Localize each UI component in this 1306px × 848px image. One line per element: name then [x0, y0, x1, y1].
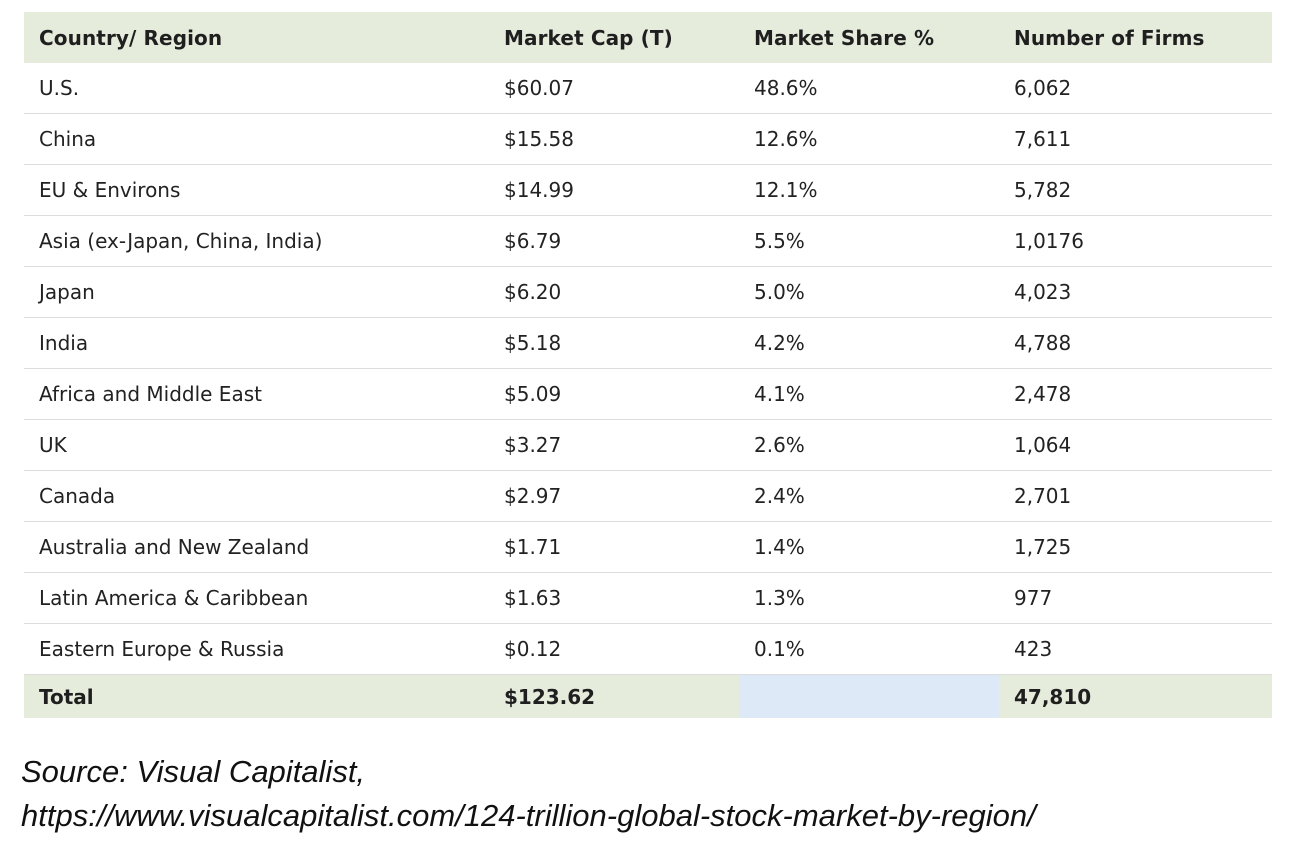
cell-market-share: 4.1%	[739, 368, 999, 420]
cell-market-share: 2.6%	[739, 419, 999, 471]
cell-market-cap: $3.27	[489, 419, 739, 471]
cell-market-cap: $1.63	[489, 572, 739, 624]
table-row: Africa and Middle East $5.09 4.1% 2,478	[24, 368, 1272, 420]
cell-firms: 2,701	[999, 470, 1272, 522]
market-cap-table: Country/ Region Market Cap (T) Market Sh…	[24, 12, 1272, 718]
cell-country: U.S.	[24, 63, 489, 114]
table-total-row: Total $123.62 47,810	[24, 674, 1272, 718]
table-row: China $15.58 12.6% 7,611	[24, 113, 1272, 165]
cell-country: UK	[24, 419, 489, 471]
column-header-market-share: Market Share %	[739, 12, 999, 63]
cell-firms: 6,062	[999, 63, 1272, 114]
cell-market-share: 4.2%	[739, 317, 999, 369]
source-line: Source: Visual Capitalist,	[21, 754, 366, 789]
cell-market-cap: $1.71	[489, 521, 739, 573]
table-row: EU & Environs $14.99 12.1% 5,782	[24, 164, 1272, 216]
cell-country: Africa and Middle East	[24, 368, 489, 420]
cell-market-cap: $5.09	[489, 368, 739, 420]
cell-firms: 5,782	[999, 164, 1272, 216]
cell-country: Australia and New Zealand	[24, 521, 489, 573]
cell-firms: 1,064	[999, 419, 1272, 471]
cell-market-share: 5.5%	[739, 215, 999, 267]
cell-country: Canada	[24, 470, 489, 522]
cell-firms: 4,788	[999, 317, 1272, 369]
total-label: Total	[24, 674, 489, 718]
column-header-market-cap: Market Cap (T)	[489, 12, 739, 63]
cell-country: Eastern Europe & Russia	[24, 623, 489, 675]
table-row: UK $3.27 2.6% 1,064	[24, 419, 1272, 471]
table-row: Japan $6.20 5.0% 4,023	[24, 266, 1272, 318]
source-url: https://www.visualcapitalist.com/124-tri…	[21, 798, 1036, 833]
table-row: India $5.18 4.2% 4,788	[24, 317, 1272, 369]
cell-market-cap: $14.99	[489, 164, 739, 216]
cell-firms: 7,611	[999, 113, 1272, 165]
cell-country: Asia (ex-Japan, China, India)	[24, 215, 489, 267]
cell-market-share: 12.6%	[739, 113, 999, 165]
cell-firms: 423	[999, 623, 1272, 675]
cell-market-cap: $60.07	[489, 63, 739, 114]
column-header-firms: Number of Firms	[999, 12, 1272, 63]
cell-country: Japan	[24, 266, 489, 318]
cell-market-share: 1.4%	[739, 521, 999, 573]
cell-market-share: 2.4%	[739, 470, 999, 522]
table-row: Australia and New Zealand $1.71 1.4% 1,7…	[24, 521, 1272, 573]
cell-country: India	[24, 317, 489, 369]
cell-market-cap: $6.79	[489, 215, 739, 267]
cell-firms: 2,478	[999, 368, 1272, 420]
cell-market-share: 5.0%	[739, 266, 999, 318]
column-header-country: Country/ Region	[24, 12, 489, 63]
cell-firms: 4,023	[999, 266, 1272, 318]
cell-firms: 977	[999, 572, 1272, 624]
cell-market-cap: $5.18	[489, 317, 739, 369]
table-row: Asia (ex-Japan, China, India) $6.79 5.5%…	[24, 215, 1272, 267]
table-row: Canada $2.97 2.4% 2,701	[24, 470, 1272, 522]
cell-market-cap: $2.97	[489, 470, 739, 522]
total-market-cap: $123.62	[489, 674, 739, 718]
cell-market-share: 48.6%	[739, 63, 999, 114]
source-citation: Source: Visual Capitalist, https://www.v…	[21, 750, 1036, 838]
total-firms: 47,810	[999, 674, 1272, 718]
cell-market-cap: $15.58	[489, 113, 739, 165]
cell-market-cap: $0.12	[489, 623, 739, 675]
total-market-share	[739, 674, 999, 718]
table-body: U.S. $60.07 48.6% 6,062 China $15.58 12.…	[24, 63, 1272, 675]
cell-market-share: 0.1%	[739, 623, 999, 675]
cell-firms: 1,0176	[999, 215, 1272, 267]
cell-firms: 1,725	[999, 521, 1272, 573]
table-row: Eastern Europe & Russia $0.12 0.1% 423	[24, 623, 1272, 675]
cell-market-share: 1.3%	[739, 572, 999, 624]
table-header-row: Country/ Region Market Cap (T) Market Sh…	[24, 12, 1272, 63]
cell-country: China	[24, 113, 489, 165]
cell-country: Latin America & Caribbean	[24, 572, 489, 624]
cell-market-cap: $6.20	[489, 266, 739, 318]
cell-market-share: 12.1%	[739, 164, 999, 216]
table-row: U.S. $60.07 48.6% 6,062	[24, 63, 1272, 114]
cell-country: EU & Environs	[24, 164, 489, 216]
table-row: Latin America & Caribbean $1.63 1.3% 977	[24, 572, 1272, 624]
